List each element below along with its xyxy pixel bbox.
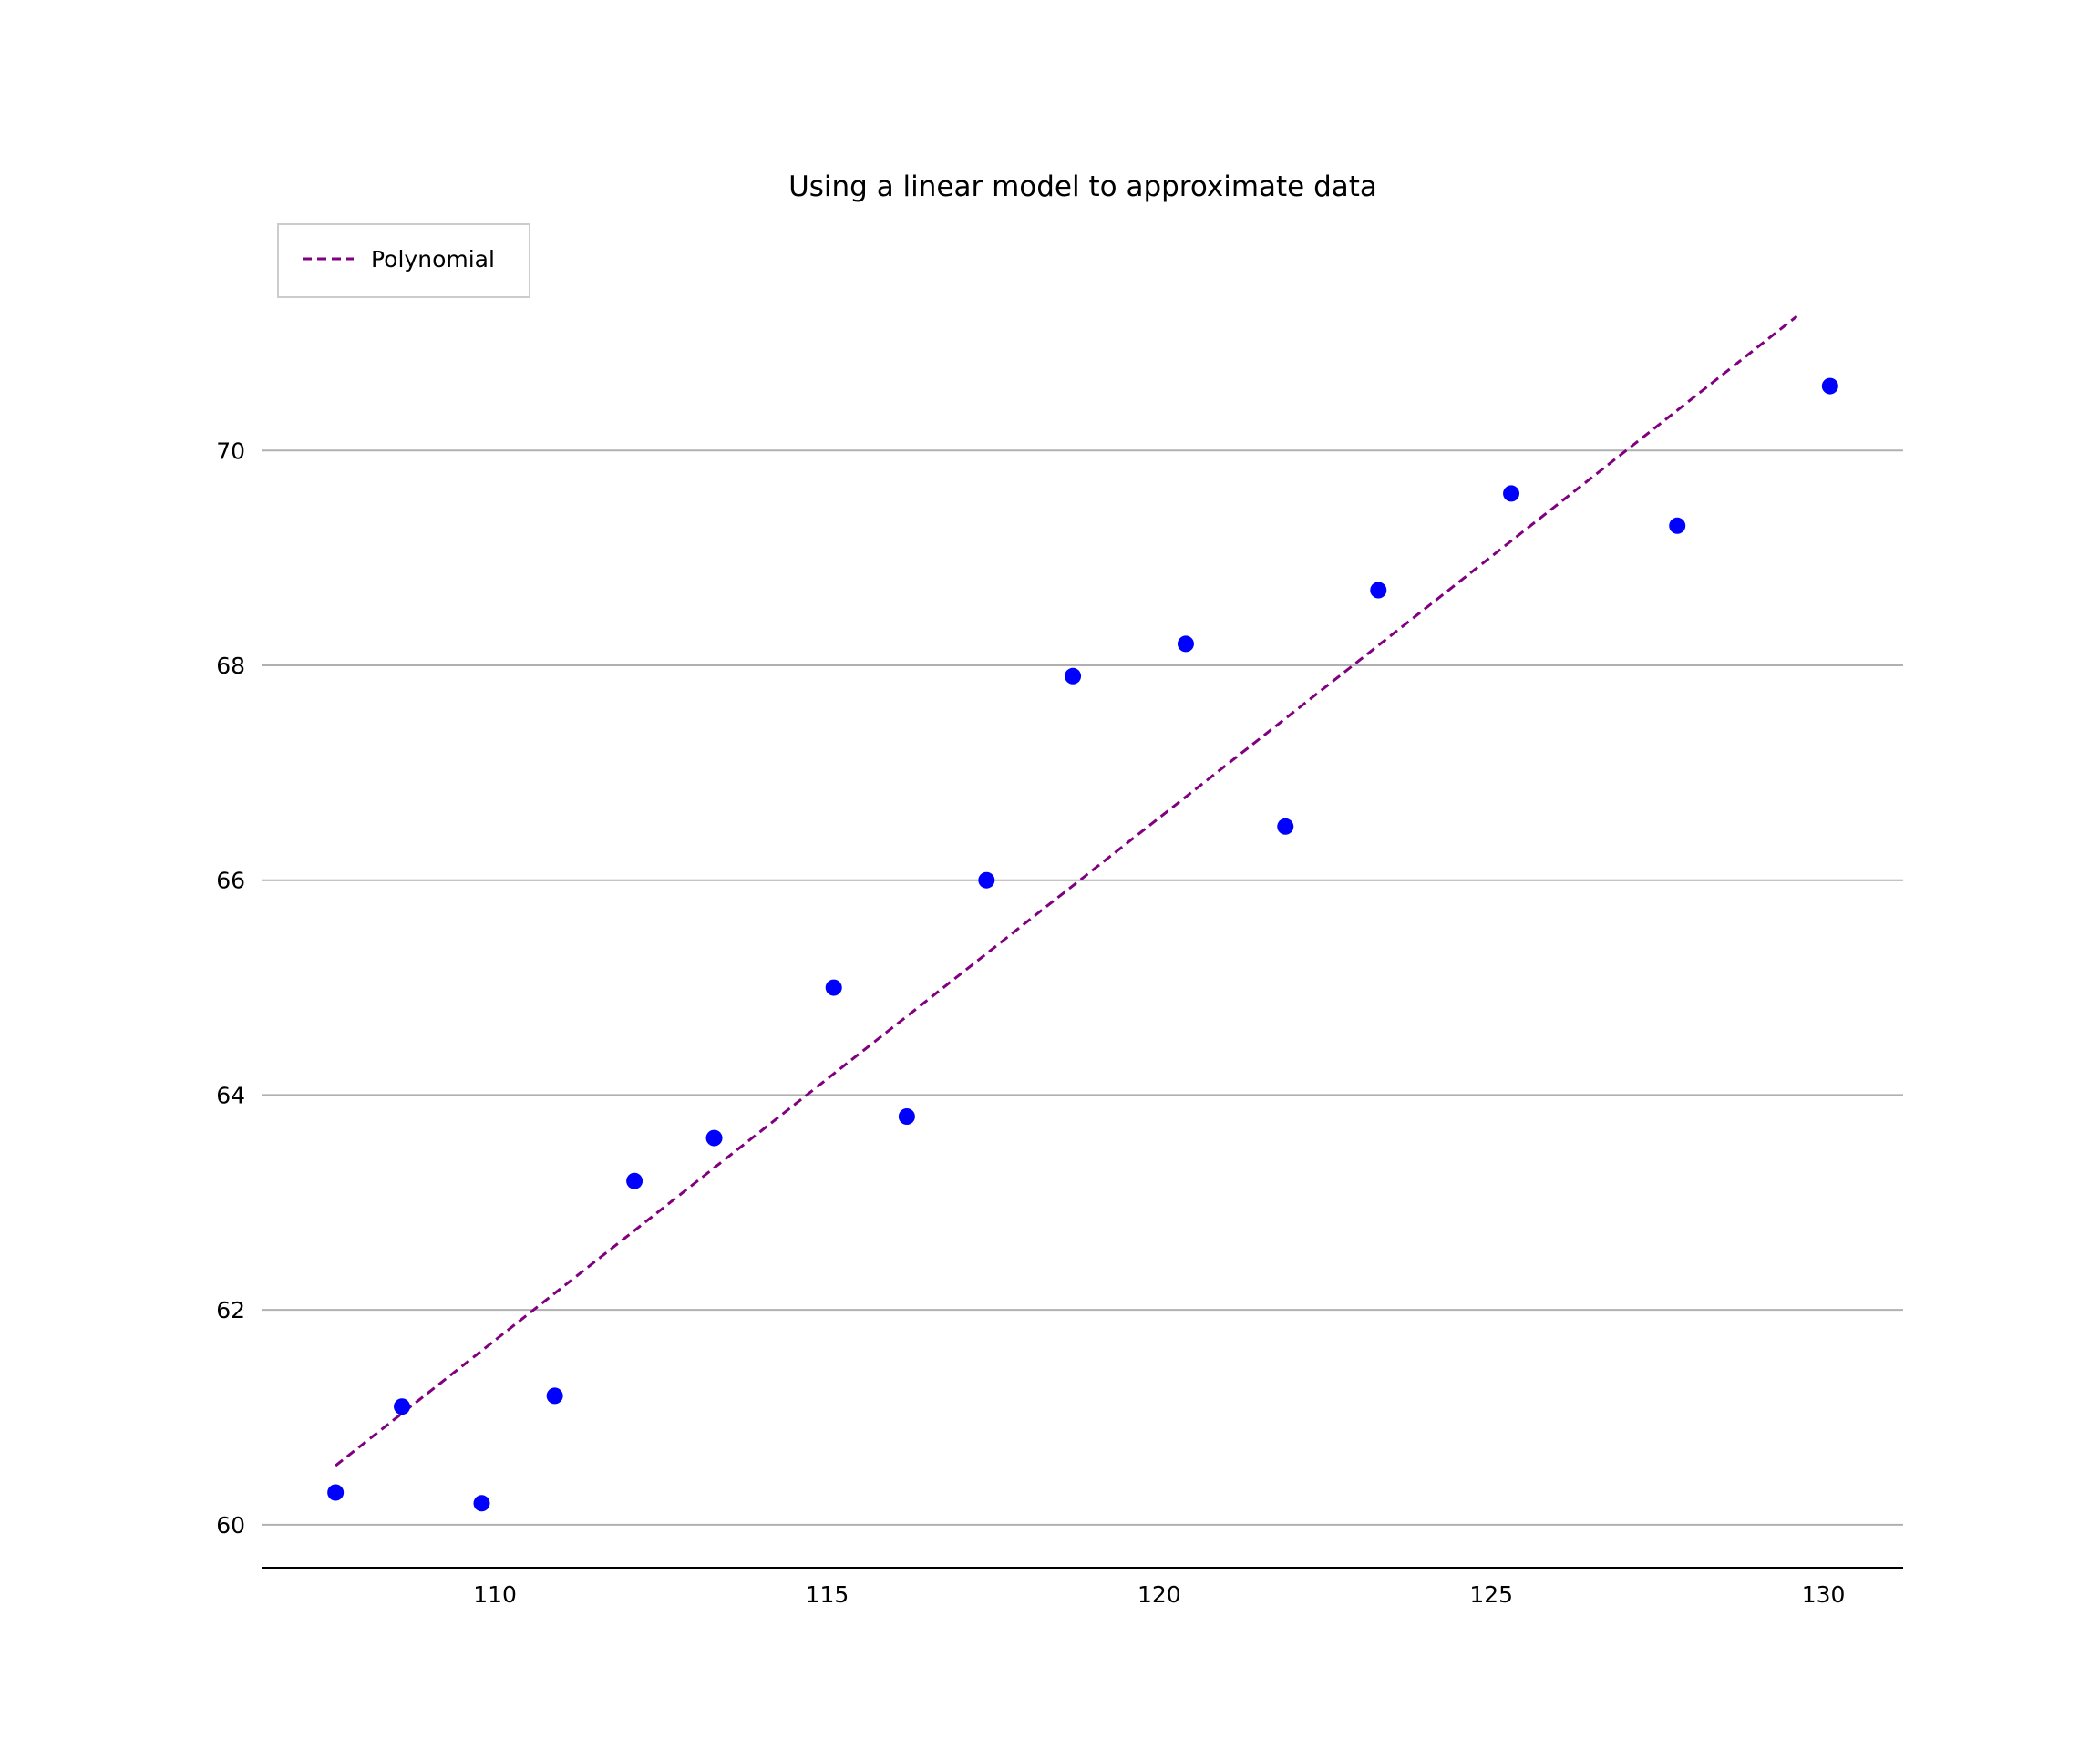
data-point [473, 1495, 490, 1512]
y-tick-label: 64 [216, 1082, 245, 1108]
data-point [825, 979, 842, 996]
data-point [1277, 818, 1294, 835]
x-tick-label: 120 [1138, 1581, 1181, 1608]
y-tick-label: 60 [216, 1512, 245, 1539]
x-tick-label: 115 [806, 1581, 849, 1608]
polynomial-fit-line [335, 314, 1798, 1467]
data-point [626, 1172, 643, 1189]
y-tick-label: 68 [216, 653, 245, 679]
legend-box [277, 223, 530, 298]
y-tick-labels: 60 62 64 66 68 70 [216, 438, 245, 1539]
data-point [705, 1129, 723, 1147]
y-tick-label: 66 [216, 868, 245, 894]
legend: Polynomial [277, 223, 530, 298]
x-tick-labels: 110 115 120 125 130 [473, 1581, 1845, 1608]
data-point [1177, 635, 1194, 653]
x-tick-label: 125 [1469, 1581, 1513, 1608]
data-point [898, 1108, 915, 1125]
data-point [1370, 582, 1387, 599]
data-points [327, 377, 1838, 1512]
data-point [394, 1398, 411, 1415]
data-point [546, 1387, 563, 1405]
chart-title: Using a linear model to approximate data [788, 170, 1377, 203]
x-tick-label: 130 [1802, 1581, 1846, 1608]
data-point [1669, 517, 1686, 534]
legend-label-polynomial: Polynomial [371, 246, 495, 273]
x-tick-label: 110 [473, 1581, 517, 1608]
y-tick-label: 62 [216, 1297, 245, 1323]
data-point [978, 871, 995, 889]
grid-lines [262, 449, 1903, 1526]
data-point [1821, 377, 1838, 395]
data-point [1503, 485, 1520, 502]
y-tick-label: 70 [216, 438, 245, 464]
data-point [327, 1484, 345, 1501]
data-point [1065, 667, 1082, 685]
